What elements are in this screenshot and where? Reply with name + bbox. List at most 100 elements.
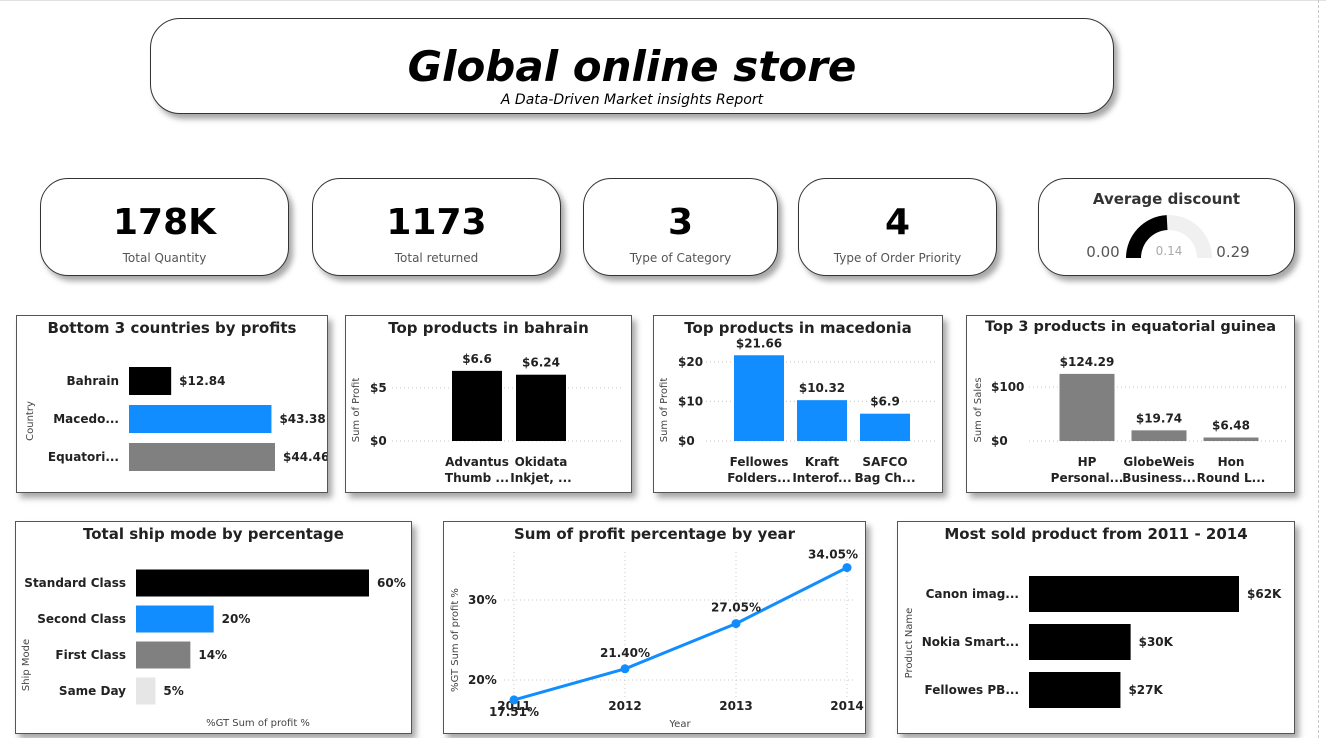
category-label: Nokia Smart... — [922, 635, 1019, 649]
x-tick-label: 2011 — [497, 699, 530, 713]
data-label: $27K — [1128, 683, 1163, 697]
kpi-label: Type of Category — [629, 251, 732, 265]
category-label: Canon imag... — [926, 587, 1019, 601]
kpi-label: Type of Order Priority — [833, 251, 962, 265]
category-label: SAFCO — [862, 455, 907, 469]
chart-profit-pct-by-year[interactable]: Sum of profit percentage by year 20% 30% 2… — [443, 521, 866, 734]
category-label: Business... — [1122, 471, 1196, 485]
data-label: 27.05% — [711, 601, 761, 615]
bar — [860, 413, 910, 441]
y-axis-label: Country — [25, 401, 36, 441]
y-axis-label: %GT Sum of profit % — [450, 588, 461, 692]
category-label: Second Class — [37, 612, 126, 626]
data-label: $124.29 — [1060, 355, 1115, 369]
bar — [1029, 624, 1131, 660]
kpi-label: Total Quantity — [122, 251, 207, 265]
bar — [129, 405, 272, 433]
report-title: Global online store — [407, 42, 857, 91]
data-label: $43.38 — [279, 412, 325, 426]
chart-top-products-macedonia[interactable]: Top products in macedonia $0 $10 $20 $21.66… — [653, 315, 943, 493]
y-axis-label: Sum of Profit — [351, 378, 362, 443]
category-label: Interof... — [792, 471, 851, 485]
category-label: Folders... — [727, 471, 791, 485]
kpi-value: 4 — [884, 202, 911, 243]
chart-macedonia-svg: $0 $10 $20 $21.66 Fellowes Folders... $10.32 Kr… — [659, 336, 935, 485]
x-tick-label: 2013 — [719, 699, 752, 713]
bar — [136, 641, 191, 669]
report-header: Global online store A Data-Driven Market… — [150, 18, 1114, 114]
category-label: Bahrain — [67, 374, 119, 388]
data-label: 17.51% — [489, 705, 539, 719]
data-point — [620, 664, 630, 674]
data-label: $30K — [1139, 635, 1174, 649]
data-label: 60% — [377, 576, 406, 590]
chart-ship-mode[interactable]: Total ship mode by percentage Standard C… — [15, 521, 412, 734]
chart-bottom3-countries[interactable]: Bottom 3 countries by profits Bahrain $12… — [16, 315, 328, 493]
y-tick-label: 30% — [468, 593, 497, 607]
data-label: $6.24 — [522, 356, 560, 370]
data-label: $19.74 — [1136, 411, 1182, 425]
data-label: 20% — [222, 612, 251, 626]
kpi-value: 1173 — [386, 202, 487, 243]
category-label: GlobeWeis — [1123, 455, 1194, 469]
data-point — [731, 619, 741, 629]
data-label: $62K — [1247, 587, 1282, 601]
data-label: $10.32 — [799, 381, 845, 395]
bar — [1029, 672, 1121, 708]
chart-top3-products-eqguinea[interactable]: Top 3 products in equatorial guinea $0 $1… — [966, 315, 1295, 493]
category-label: Fellowes — [730, 455, 789, 469]
bar — [734, 355, 784, 441]
gauge-svg: 0.00 0.14 0.29 — [1086, 215, 1250, 261]
chart-eqguinea-svg: $0 $100 $124.29 HP Personal... $19.74 GlobeWei… — [973, 355, 1287, 485]
gauge-card-average-discount[interactable]: Average discount 0.00 0.14 0.29 — [1038, 178, 1295, 276]
x-tick-label: 2012 — [608, 699, 641, 713]
bar — [136, 677, 156, 705]
data-label: $6.6 — [462, 352, 492, 366]
y-axis-label: Product Name — [904, 608, 915, 679]
chart-title: Top products in bahrain — [388, 319, 589, 337]
y-tick-label: $5 — [370, 381, 387, 395]
category-label: Same Day — [59, 684, 126, 698]
data-point — [842, 563, 852, 573]
chart-top-products-bahrain[interactable]: Top products in bahrain $0 $5 $6.6 Advantus… — [345, 315, 632, 493]
x-tick-label: 2014 — [830, 699, 863, 713]
category-label: Kraft — [805, 455, 840, 469]
y-tick-label: $100 — [991, 380, 1024, 394]
kpi-value: 178K — [112, 202, 217, 243]
bar — [452, 370, 502, 441]
category-label: Round L... — [1197, 471, 1266, 485]
category-label: Fellowes PB... — [925, 683, 1019, 697]
category-label: First Class — [55, 648, 126, 662]
category-label: Okidata — [515, 455, 568, 469]
kpi-card-total-returned[interactable]: 1173 Total returned — [312, 178, 561, 276]
chart-bottom3-svg: Bahrain $12.84 Macedo... $43.38 Equatori... $… — [25, 367, 327, 471]
data-point — [509, 695, 519, 705]
kpi-card-type-of-order-priority[interactable]: 4 Type of Order Priority — [798, 178, 997, 276]
category-label: Bag Ch... — [854, 471, 915, 485]
kpi-card-total-quantity[interactable]: 178K Total Quantity — [40, 178, 289, 276]
y-tick-label: 20% — [468, 673, 497, 687]
data-label: 5% — [163, 684, 183, 698]
y-tick-label: $10 — [678, 394, 703, 408]
chart-most-sold-product[interactable]: Most sold product from 2011 - 2014 Canon… — [897, 521, 1295, 734]
kpi-label: Total returned — [394, 251, 479, 265]
chart-title: Top products in macedonia — [684, 319, 912, 337]
gauge-title: Average discount — [1092, 190, 1241, 208]
gauge-fill — [1126, 215, 1168, 258]
category-label: Standard Class — [24, 576, 126, 590]
bar — [1029, 576, 1239, 612]
y-tick-label: $0 — [678, 434, 695, 448]
category-label: HP — [1078, 455, 1097, 469]
report-subtitle: A Data-Driven Market insights Report — [500, 92, 764, 108]
category-label: Macedo... — [53, 412, 119, 426]
data-label: $6.48 — [1212, 419, 1250, 433]
chart-title: Bottom 3 countries by profits — [47, 319, 297, 337]
y-tick-label: $0 — [370, 434, 387, 448]
series-line — [513, 566, 848, 702]
x-axis-label: Year — [668, 719, 691, 730]
data-label: $6.9 — [870, 395, 900, 409]
chart-profitpct-svg: 20% 30% 2011 2012 2013 2014 17.51% 21.40% 27.05%… — [450, 548, 864, 730]
kpi-card-type-of-category[interactable]: 3 Type of Category — [583, 178, 778, 276]
category-label: Equatori... — [48, 450, 119, 464]
bar — [136, 569, 369, 597]
